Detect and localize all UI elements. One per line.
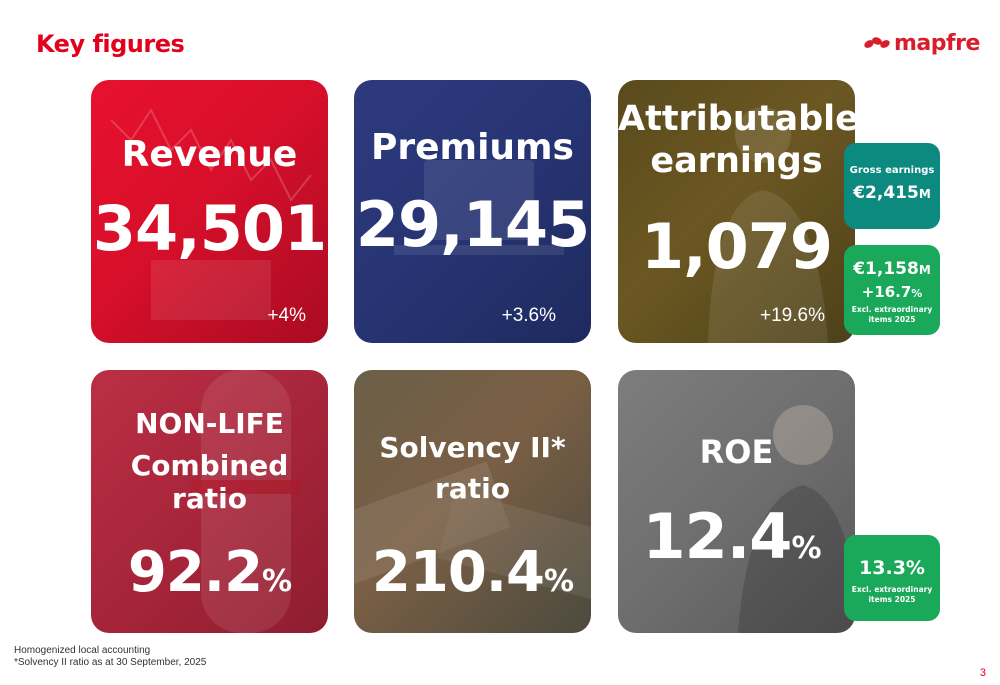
earnings-card-background <box>618 80 855 343</box>
earnings-value: 1,079 <box>640 210 833 283</box>
euro-banknotes-decoration <box>354 461 591 603</box>
stock-chart-decoration <box>110 108 312 320</box>
page-number: 3 <box>979 667 986 679</box>
roe-title: ROE <box>699 433 774 471</box>
excl-earnings-change: +16.7 <box>861 283 912 301</box>
excl-earnings-note-line1: Excl. extraordinary <box>851 305 933 314</box>
premiums-title: Premiums <box>371 127 574 168</box>
roe-card-background <box>618 370 855 633</box>
combined-ratio-title-line2: Combined <box>130 449 289 482</box>
solvency-card: Solvency II* ratio 210.4% <box>354 370 591 633</box>
excl-roe-value: 13.3% <box>859 557 925 579</box>
combined-ratio-card-background <box>91 370 328 633</box>
solvency-value-wrap: 210.4% <box>354 540 591 605</box>
excl-earnings-value-wrap: €1,158M <box>844 259 940 279</box>
mapfre-logo-text: mapfre <box>894 30 980 56</box>
earnings-title-line2: earnings <box>650 141 823 181</box>
revenue-change: +4% <box>267 305 306 326</box>
gross-earnings-value-wrap: €2,415M <box>844 183 940 203</box>
gross-earnings-value: €2,415 <box>853 183 919 203</box>
combined-ratio-title-line3: ratio <box>172 482 247 515</box>
page-title: Key figures <box>36 30 185 58</box>
businessman-decoration <box>708 107 828 343</box>
excl-roe-box: 13.3% Excl. extraordinary items 2025 <box>844 535 940 621</box>
solvency-title-line1: Solvency II* <box>379 431 566 464</box>
revenue-value: 34,501 <box>92 192 327 265</box>
combined-ratio-value-wrap: 92.2% <box>91 540 328 605</box>
earnings-card: Attributable earnings 1,079 +19.6% <box>618 80 855 343</box>
combined-ratio-unit: % <box>262 564 292 599</box>
excl-earnings-box: €1,158M +16.7% Excl. extraordinary items… <box>844 245 940 335</box>
excl-earnings-change-unit: % <box>911 287 923 300</box>
premiums-value: 29,145 <box>355 188 590 261</box>
premiums-card: Premiums 29,145 +3.6% <box>354 80 591 343</box>
excl-earnings-note-line2: items 2025 <box>868 315 916 324</box>
roe-value: 12.4 <box>642 500 792 573</box>
roe-value-wrap: 12.4% <box>618 500 855 573</box>
mapfre-logo-icon <box>864 37 890 48</box>
excl-earnings-suffix: M <box>918 263 931 277</box>
earnings-title-line1: Attributable <box>618 99 855 139</box>
solvency-unit: % <box>544 564 574 599</box>
roe-unit: % <box>791 531 821 566</box>
premiums-card-background <box>354 80 591 343</box>
mapfre-logo: mapfre <box>864 30 980 56</box>
laptop-decoration <box>394 160 564 255</box>
gross-earnings-suffix: M <box>918 187 931 201</box>
excl-earnings-change-wrap: +16.7% <box>844 283 940 301</box>
gross-earnings-label: Gross earnings <box>849 165 935 176</box>
combined-ratio-title-line1: NON-LIFE <box>135 407 284 440</box>
combined-ratio-card: NON-LIFE Combined ratio 92.2% <box>91 370 328 633</box>
excl-roe-note-line1: Excl. extraordinary <box>851 585 933 594</box>
earnings-change: +19.6% <box>760 305 825 326</box>
excl-earnings-value: €1,158 <box>853 259 919 279</box>
footnote-solvency: *Solvency II ratio as at 30 September, 2… <box>14 657 207 668</box>
excl-roe-note-line2: items 2025 <box>868 595 916 604</box>
revenue-card: Revenue 34,501 +4% <box>91 80 328 343</box>
solvency-title-line2: ratio <box>435 472 510 505</box>
roe-card: ROE 12.4% <box>618 370 855 633</box>
smiling-man-decoration <box>738 405 855 633</box>
premiums-change: +3.6% <box>501 305 556 326</box>
gross-earnings-box: Gross earnings €2,415M <box>844 143 940 229</box>
revenue-card-background <box>91 80 328 343</box>
combined-ratio-value: 92.2 <box>127 540 263 605</box>
footnote-accounting: Homogenized local accounting <box>14 645 151 656</box>
solvency-value: 210.4 <box>371 540 545 605</box>
revenue-title: Revenue <box>121 134 298 175</box>
solvency-card-background <box>354 370 591 633</box>
banknote-roll-decoration <box>191 370 301 633</box>
